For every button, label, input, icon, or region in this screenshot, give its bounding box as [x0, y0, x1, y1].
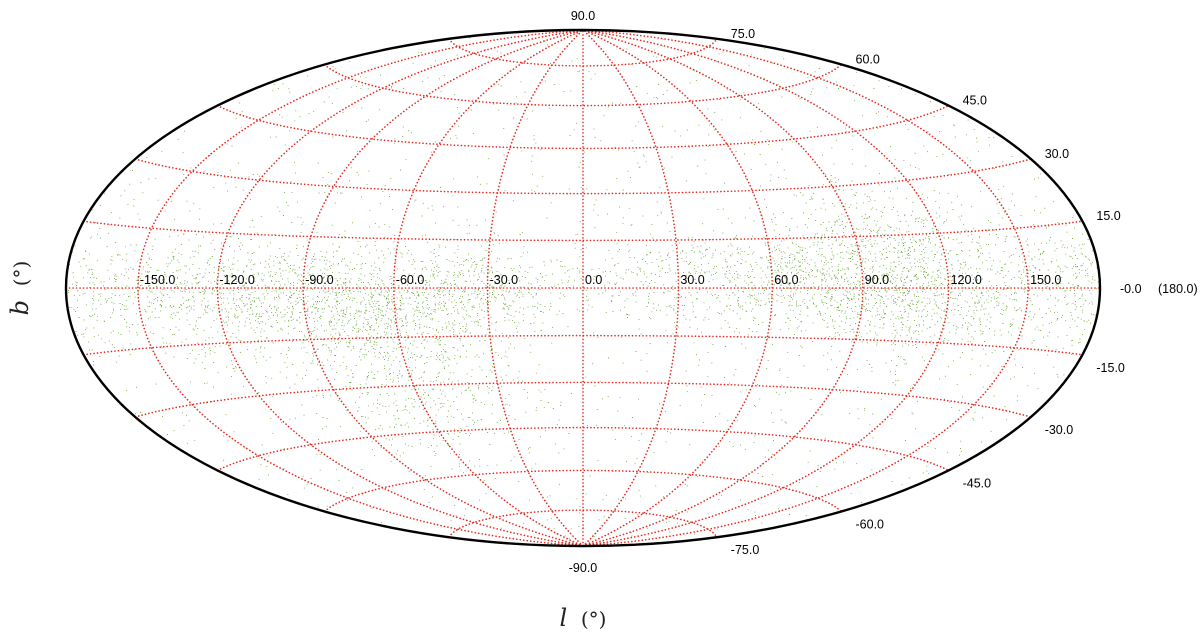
latitude-tick-label: -90.0 — [569, 561, 598, 575]
edge-longitude-tick-label: (180.0) — [1158, 282, 1198, 296]
x-axis-unit: (°) — [581, 607, 607, 631]
longitude-tick-label: 120.0 — [951, 273, 982, 287]
x-axis-symbol: l — [560, 604, 568, 632]
parallel-line — [448, 38, 718, 67]
latitude-tick-label: -30.0 — [1045, 423, 1074, 437]
y-axis-symbol: b — [6, 300, 34, 315]
meridian-line — [582, 29, 680, 547]
latitude-tick-label: 75.0 — [731, 27, 755, 41]
latitude-tick-label: -60.0 — [856, 517, 885, 531]
parallel-line — [134, 381, 1032, 418]
parallel-line — [134, 158, 1032, 195]
latitude-tick-label: -15.0 — [1096, 361, 1125, 375]
longitude-tick-label: 150.0 — [1030, 273, 1061, 287]
latitude-tick-label: -75.0 — [731, 543, 760, 557]
parallel-line — [216, 104, 950, 150]
latitude-tick-label: 15.0 — [1096, 209, 1120, 223]
longitude-tick-label: -60.0 — [396, 273, 425, 287]
meridian-line — [582, 29, 864, 547]
y-axis-unit: (°) — [9, 261, 33, 287]
longitude-tick-labels: -150.0 -120.0 -90.0 -60.0 -30.0 0.0 30.0 60.0 90… — [140, 273, 1062, 287]
latitude-tick-label: 60.0 — [856, 53, 880, 67]
latitude-tick-label: 30.0 — [1045, 147, 1069, 161]
parallel-line — [448, 509, 718, 538]
parallel-line — [82, 220, 1084, 242]
latitude-tick-label: 45.0 — [963, 94, 987, 108]
parallel-line — [216, 426, 950, 472]
y-axis-label: b (°) — [6, 261, 34, 316]
parallel-line — [323, 469, 843, 513]
x-axis-label: l (°) — [560, 604, 607, 632]
map-outline — [64, 28, 1102, 548]
parallel-line — [82, 334, 1084, 356]
longitude-tick-label: 90.0 — [865, 273, 889, 287]
longitude-tick-label: -120.0 — [219, 273, 254, 287]
grid-lines — [65, 29, 1101, 547]
longitude-tick-label: -150.0 — [140, 273, 175, 287]
latitude-tick-label: -0.0 — [1120, 282, 1142, 296]
meridian-line — [302, 29, 584, 547]
meridian-line — [393, 29, 584, 547]
latitude-tick-labels: 90.0 75.0 60.0 45.0 30.0 15.0 -0.0 -15.0 -30.0 -4… — [569, 9, 1142, 575]
scatter-points — [68, 30, 1100, 541]
longitude-tick-label: -30.0 — [490, 273, 519, 287]
longitude-tick-label: 0.0 — [585, 273, 602, 287]
longitude-tick-label: -90.0 — [305, 273, 334, 287]
meridian-line — [137, 29, 584, 547]
latitude-tick-label: -45.0 — [963, 476, 992, 490]
longitude-tick-label: 60.0 — [774, 273, 798, 287]
longitude-tick-label: 30.0 — [680, 273, 704, 287]
parallel-line — [323, 63, 843, 107]
data-points — [68, 30, 1100, 541]
latitude-tick-label: 90.0 — [571, 9, 595, 23]
